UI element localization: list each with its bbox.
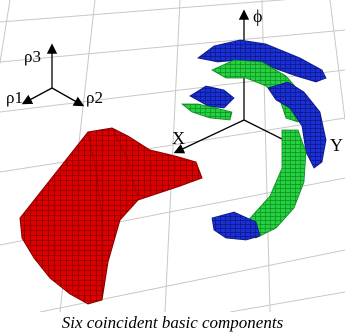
rho3-label: ρ3 — [24, 47, 41, 66]
figure-canvas: ρ3 ρ1 ρ2 ϕ X Y — [0, 0, 345, 313]
rho1-label: ρ1 — [6, 88, 23, 107]
x-axis-label: X — [172, 128, 185, 148]
y-axis-label: Y — [330, 135, 343, 155]
blue-green-voxel-components — [180, 39, 327, 241]
phi-label: ϕ — [253, 6, 262, 26]
red-voxel-component — [19, 127, 203, 305]
figure-caption: Six coincident basic components — [61, 313, 284, 332]
rho-axis-triad: ρ3 ρ1 ρ2 — [6, 43, 103, 107]
rho2-label: ρ2 — [86, 88, 103, 107]
